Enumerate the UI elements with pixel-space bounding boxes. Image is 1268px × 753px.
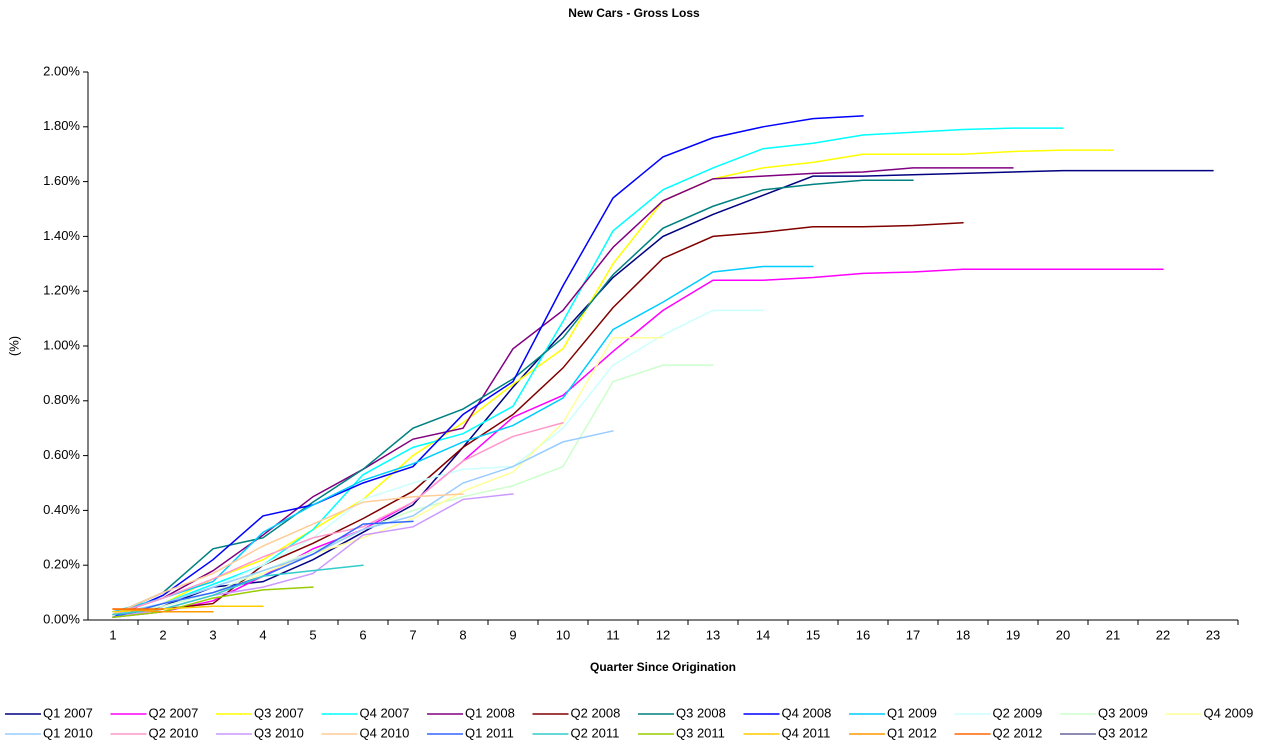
y-tick-label: 0.00%	[43, 611, 80, 626]
legend-label: Q4 2011	[782, 725, 831, 740]
legend-label: Q1 2009	[887, 705, 937, 720]
y-tick-label: 0.20%	[43, 557, 80, 572]
legend-label: Q3 2007	[254, 705, 304, 720]
y-tick-label: 1.80%	[43, 118, 80, 133]
x-tick-label: 21	[1106, 627, 1120, 642]
x-tick-label: 1	[109, 627, 116, 642]
x-tick-label: 12	[656, 627, 670, 642]
series-line	[112, 268, 1164, 619]
x-tick-label: 22	[1156, 627, 1170, 642]
legend-label: Q3 2012	[1098, 725, 1148, 740]
legend-label: Q4 2009	[1204, 705, 1254, 720]
series-line	[112, 493, 464, 616]
legend-label: Q2 2010	[149, 725, 199, 740]
y-tick-label: 1.00%	[43, 337, 80, 352]
y-tick-label: 1.60%	[43, 173, 80, 188]
x-axis-label: Quarter Since Origination	[590, 660, 736, 674]
series-line	[112, 421, 564, 616]
legend-label: Q1 2011	[465, 725, 514, 740]
legend-label: Q3 2011	[676, 725, 725, 740]
legend-label: Q1 2012	[887, 725, 937, 740]
legend-label: Q3 2008	[676, 705, 726, 720]
x-tick-label: 18	[956, 627, 970, 642]
legend-label: Q4 2010	[360, 725, 410, 740]
x-tick-label: 5	[309, 627, 316, 642]
legend-label: Q2 2007	[149, 705, 199, 720]
x-tick-label: 2	[159, 627, 166, 642]
series-line	[112, 586, 314, 619]
legend-label: Q4 2008	[782, 705, 832, 720]
series-line	[112, 221, 964, 619]
x-tick-label: 10	[556, 627, 570, 642]
x-tick-label: 19	[1006, 627, 1020, 642]
x-tick-label: 14	[756, 627, 770, 642]
y-tick-label: 0.60%	[43, 447, 80, 462]
x-tick-label: 23	[1206, 627, 1220, 642]
legend-label: Q2 2011	[571, 725, 620, 740]
x-tick-label: 3	[209, 627, 216, 642]
x-tick-label: 20	[1056, 627, 1070, 642]
legend-label: Q2 2012	[993, 725, 1043, 740]
y-tick-label: 2.00%	[43, 63, 80, 78]
x-tick-label: 9	[509, 627, 516, 642]
x-tick-label: 4	[259, 627, 266, 642]
x-tick-label: 7	[409, 627, 416, 642]
x-tick-label: 11	[606, 627, 620, 642]
x-tick-label: 15	[806, 627, 820, 642]
series-line	[112, 115, 864, 619]
series-line	[112, 127, 1064, 616]
y-tick-label: 1.20%	[43, 283, 80, 298]
series-line	[112, 167, 1014, 616]
legend-label: Q3 2010	[254, 725, 304, 740]
legend-label: Q2 2009	[993, 705, 1043, 720]
series-line	[112, 149, 1114, 619]
x-tick-label: 17	[906, 627, 920, 642]
y-axis-label: (%)	[6, 336, 21, 356]
series-line	[112, 265, 814, 613]
legend-label: Q2 2008	[571, 705, 621, 720]
series-line	[112, 309, 764, 616]
x-tick-label: 8	[459, 627, 466, 642]
y-tick-label: 0.80%	[43, 392, 80, 407]
y-tick-label: 0.40%	[43, 502, 80, 517]
x-tick-label: 13	[706, 627, 720, 642]
series-line	[112, 608, 214, 613]
series-line	[112, 430, 614, 616]
legend-label: Q3 2009	[1098, 705, 1148, 720]
x-tick-label: 16	[856, 627, 870, 642]
legend-label: Q1 2008	[465, 705, 515, 720]
series-line	[112, 179, 914, 616]
legend-label: Q4 2007	[360, 705, 410, 720]
x-tick-label: 6	[359, 627, 366, 642]
chart-title: New Cars - Gross Loss	[568, 6, 700, 20]
y-tick-label: 1.40%	[43, 228, 80, 243]
series-line	[112, 169, 1214, 619]
legend-label: Q1 2010	[43, 725, 93, 740]
legend-label: Q1 2007	[43, 705, 93, 720]
